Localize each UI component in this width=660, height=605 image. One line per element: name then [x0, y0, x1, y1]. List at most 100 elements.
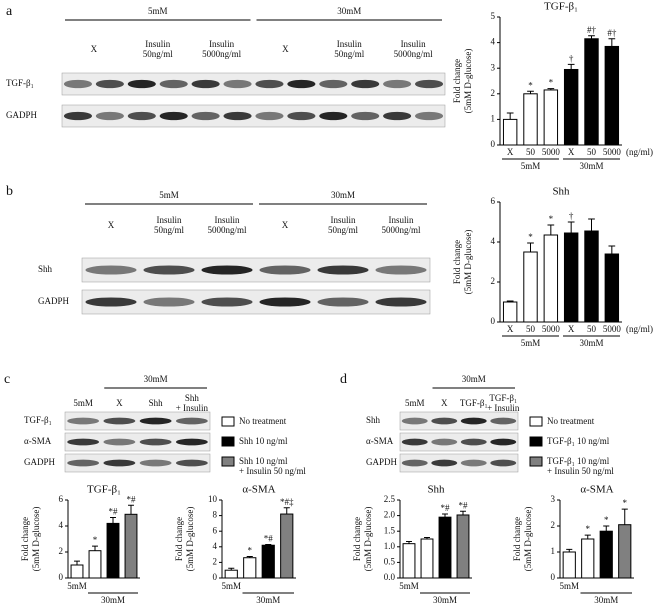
blot-band: [255, 79, 284, 89]
y-tick-label: 0: [551, 572, 556, 582]
blot-band: [127, 111, 156, 121]
bar: [562, 551, 576, 579]
bar: [70, 564, 84, 579]
blot-band: [191, 111, 220, 121]
error-bar: [588, 35, 595, 39]
y-axis-label: (5mM D-glucose): [523, 507, 533, 572]
lane-label: Insulin: [401, 39, 427, 49]
lane-label: 50ng/ml: [328, 225, 359, 235]
annotation: #†: [607, 28, 617, 38]
row-label: Shh: [38, 264, 53, 274]
blot-band: [63, 79, 93, 89]
error-bar: [92, 545, 98, 551]
group-label: 30mM: [101, 595, 125, 605]
lane-label: X: [282, 220, 289, 230]
annotation: *: [528, 232, 533, 242]
x-tick-label: X: [568, 147, 575, 157]
blot-band: [431, 459, 458, 467]
y-tick-label: 4: [213, 541, 218, 551]
y-tick-label: 2.0: [384, 510, 396, 520]
blot-band: [223, 111, 252, 121]
blot-band: [103, 417, 136, 425]
error-bar: [128, 504, 134, 515]
blot-strip: [64, 411, 211, 431]
chart-title: Shh: [552, 186, 570, 198]
y-tick-label: 1: [551, 546, 556, 556]
error-bar: [74, 560, 80, 565]
error-bar: [547, 224, 555, 235]
y-axis-label: Fold change: [352, 517, 362, 561]
chart-title: TGF-β₁: [87, 484, 121, 496]
legend-label: TGF-β₁ 10 ng/ml: [547, 456, 610, 466]
lane-label: X: [441, 398, 448, 408]
blot-band: [103, 459, 136, 467]
x-tick-label: 5000: [603, 324, 622, 334]
blot-band: [383, 111, 412, 121]
legend-swatch: [221, 416, 235, 427]
y-tick-label: 0: [213, 572, 218, 582]
blot-band: [63, 111, 93, 121]
error-bar: [406, 540, 412, 544]
x-tick-label: 5mM: [221, 581, 241, 591]
lane-label: 50ng/ml: [154, 225, 185, 235]
lane-label: Insulin: [337, 39, 363, 49]
annotation: *#: [264, 534, 274, 544]
error-bar: [506, 300, 514, 302]
y-tick-label: 4: [491, 236, 496, 246]
blot-band: [85, 297, 137, 307]
group-label: 5mM: [521, 161, 541, 171]
group-label: 30mM: [433, 595, 457, 605]
error-bar: [588, 218, 595, 231]
lane-label: X: [91, 44, 98, 54]
bar: [543, 89, 559, 146]
group-label: 30mM: [579, 161, 603, 171]
bar: [563, 232, 579, 323]
lane-label: + Insulin: [176, 403, 209, 413]
annotation: #†: [587, 25, 597, 35]
x-tick-label: X: [507, 324, 514, 334]
bar: [88, 550, 102, 579]
group-label: 5mM: [521, 338, 541, 348]
x-tick-label: 50: [526, 324, 536, 334]
blot-band: [175, 438, 208, 446]
blot-band: [143, 297, 195, 307]
bar: [502, 301, 518, 323]
y-tick-label: 2: [491, 88, 496, 98]
blot-band: [351, 79, 380, 89]
bar: [243, 557, 257, 579]
blot-band: [67, 438, 100, 446]
blot-band: [490, 438, 517, 446]
lane-label: X: [108, 220, 115, 230]
annotation: *: [93, 535, 98, 545]
lane-label: 5000ng/ml: [202, 49, 242, 59]
blot-band: [460, 459, 487, 467]
bar: [599, 530, 613, 579]
y-tick-label: 6: [59, 494, 64, 504]
blot-band: [175, 459, 208, 467]
blot-band: [414, 79, 444, 89]
x-tick-label: 5000: [603, 147, 622, 157]
lane-label: Shh: [149, 398, 164, 408]
y-tick-label: 4: [59, 520, 64, 530]
error-bar: [228, 567, 235, 571]
x-tick-label: X: [568, 324, 575, 334]
blot-band: [287, 79, 316, 89]
group-header: 30mM: [144, 374, 168, 384]
y-tick-label: 8: [213, 510, 218, 520]
blot-strip: [81, 289, 431, 315]
lane-label: 5000ng/ml: [207, 225, 247, 235]
lane-label: Insulin: [388, 215, 414, 225]
lane-label: 50ng/ml: [334, 49, 365, 59]
blot-band: [159, 111, 188, 121]
blot-band: [375, 297, 427, 307]
blot-band: [401, 417, 428, 425]
blot-band: [139, 417, 172, 425]
group-label: 30mM: [579, 338, 603, 348]
y-tick-label: 3: [491, 62, 496, 72]
blot-band: [431, 438, 458, 446]
blot-band: [490, 417, 517, 425]
annotation: *#: [459, 500, 469, 510]
group-header: 30mM: [337, 6, 361, 16]
blot-band: [95, 79, 124, 89]
